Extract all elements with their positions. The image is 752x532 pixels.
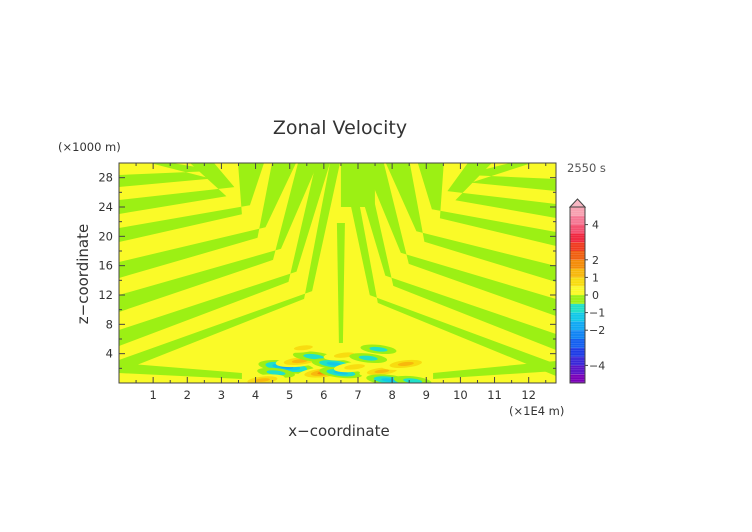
wave-band-left [119,163,219,187]
colorbar-label: −2 [589,324,605,337]
wave-band-left [119,163,330,346]
colorbar-swatch [570,215,585,225]
velocity-contour [344,364,365,370]
colorbar-label: 1 [592,271,599,284]
y-tick-label: 28 [98,171,113,185]
wave-bands [119,163,556,379]
colorbar-swatch [570,286,585,295]
plot-area [119,163,556,383]
y-tick-label: 12 [98,288,113,302]
wave-band-right [463,163,556,191]
plot-frame [118,162,557,384]
x-tick-label: 11 [487,388,502,402]
colorbar-swatch [570,268,585,278]
colorbar-swatch [570,277,585,287]
x-tick-label: 12 [521,388,536,402]
x-tick-label: 2 [184,388,191,402]
wave-band-surface [433,361,556,379]
wave-band-left [119,163,264,242]
wave-band-center [336,223,345,343]
x-tick-label: 10 [453,388,468,402]
colorbar-swatch [570,312,585,322]
colorbar-label: 2 [592,254,599,267]
x-tick-label: 8 [388,388,395,402]
velocity-feature [349,353,388,364]
x-tick-label: 9 [423,388,430,402]
velocity-feature [393,375,432,383]
y-axis-label: z−coordinate [74,224,92,324]
x-axis-label: x−coordinate [288,422,389,440]
y-tick-label: 20 [98,229,113,243]
wave-band-surface [119,363,242,379]
wave-band-left [119,163,318,312]
velocity-contour [266,370,286,376]
colorbar-label: −4 [589,359,605,372]
colorbar-extend-arrow [568,198,587,208]
colorbar-swatch [570,233,585,243]
y-tick-label: 8 [106,317,113,331]
colorbar-swatch [570,251,585,260]
colorbar-swatch [570,242,585,251]
x-axis-ticks: 1 2 3 4 5 6 7 8 9 10 11 12 [135,163,547,402]
colorbar-swatch [570,295,585,304]
colorbar-swatch [570,259,585,269]
chart-title: Zonal Velocity [273,117,407,139]
wave-band-right [447,163,556,218]
wave-band-right [363,163,556,316]
velocity-feature [381,357,431,371]
colorbar-swatch [570,207,585,216]
velocity-contour [374,369,390,374]
velocity-contour [293,345,313,351]
velocity-contour [326,362,342,366]
y-tick-label: 16 [98,259,113,273]
wave-band-left [119,163,235,214]
velocity-feature [284,342,323,353]
colorbar-label: 4 [592,219,599,232]
x-tick-label: 1 [149,388,156,402]
colorbar-swatch [570,339,585,348]
velocity-feature [360,344,397,355]
colorbar-swatch [570,321,585,331]
colorbar-swatch [570,365,585,375]
colorbar-swatch [570,303,585,313]
x-tick-label: 3 [218,388,225,402]
velocity-contour [403,378,423,383]
x-tick-label: 4 [252,388,259,402]
colorbar-swatch [570,374,585,383]
y-tick-label: 4 [106,347,113,361]
y-axis-units: (×1000 m) [58,140,121,154]
x-axis-units: (×1E4 m) [509,404,564,418]
x-tick-label: 7 [354,388,361,402]
wave-band-right [417,163,556,246]
wave-band-left [119,163,296,278]
velocity-contour [254,378,270,382]
colorbar-swatch [570,347,585,357]
y-axis-ticks: 4 8 12 16 20 24 28 [98,171,556,369]
colorbar-label: 0 [592,289,599,302]
x-tick-label: 5 [286,388,293,402]
y-tick-label: 24 [98,200,113,214]
velocity-contour [369,346,388,352]
x-tick-label: 6 [320,388,327,402]
velocity-contour [358,355,378,361]
colorbar-swatch [570,330,585,339]
colorbar: 4 2 1 0 −1 −2 −4 [568,198,605,384]
wave-band-right [385,163,556,282]
colorbar-swatch [570,224,585,234]
time-label: 2550 s [567,161,606,175]
velocity-contour [397,361,414,367]
wave-band-center [340,163,375,207]
wave-band-right [351,163,556,350]
velocity-features [239,342,432,383]
velocity-contour [303,353,324,360]
colorbar-swatch [570,356,585,366]
colorbar-label: −1 [589,307,605,320]
